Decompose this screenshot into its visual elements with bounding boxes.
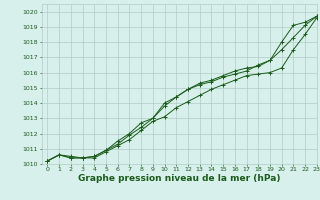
X-axis label: Graphe pression niveau de la mer (hPa): Graphe pression niveau de la mer (hPa) [78, 174, 280, 183]
